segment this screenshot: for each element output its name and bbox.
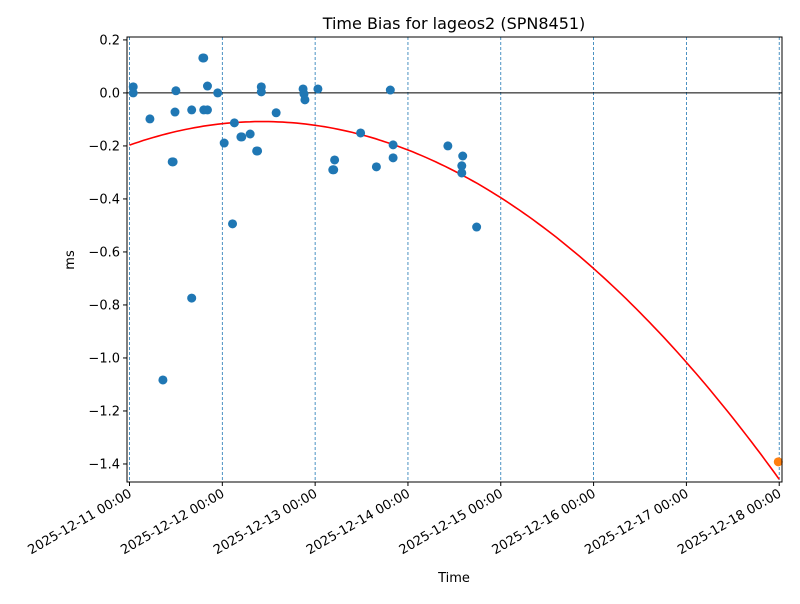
y-tick-label: 0.0 (99, 86, 120, 101)
data-point (199, 53, 209, 63)
data-point (170, 107, 180, 117)
y-tick-label: −1.0 (88, 351, 120, 366)
data-point (388, 153, 398, 163)
x-tick-label: 2025-12-17 00:00 (582, 486, 691, 558)
data-point (245, 129, 255, 139)
data-point (237, 132, 247, 142)
fit-curve (129, 120, 780, 480)
data-point (187, 105, 197, 115)
x-tick-label: 2025-12-11 00:00 (26, 486, 135, 558)
data-point (271, 108, 281, 118)
y-tick-label: −0.8 (88, 298, 120, 313)
x-axis-label: Time (437, 571, 470, 586)
data-point (458, 151, 468, 161)
data-point (187, 293, 197, 303)
data-point (253, 146, 263, 156)
x-tick-label: 2025-12-14 00:00 (304, 486, 413, 558)
data-point (202, 105, 212, 115)
y-axis-label: ms (63, 250, 78, 270)
x-tick-label: 2025-12-18 00:00 (675, 486, 784, 558)
x-tick-label: 2025-12-16 00:00 (490, 486, 599, 558)
data-point (329, 165, 339, 175)
data-point (330, 155, 340, 165)
data-point (168, 157, 178, 167)
chart-title: Time Bias for lageos2 (SPN8451) (322, 14, 586, 33)
axes-frame (126, 36, 783, 483)
data-point (356, 128, 366, 138)
data-point (300, 95, 310, 105)
data-point (457, 161, 467, 171)
y-tick-label: −0.4 (88, 192, 120, 207)
data-point (388, 140, 398, 150)
data-point (457, 168, 467, 178)
data-point (202, 81, 212, 91)
data-point (313, 84, 323, 94)
data-point (213, 88, 223, 98)
x-tick-label: 2025-12-12 00:00 (118, 486, 227, 558)
data-point (229, 118, 239, 128)
data-point (128, 88, 138, 98)
y-tick-label: 0.2 (99, 33, 120, 48)
prediction-point (773, 457, 783, 467)
y-tick-label: −1.2 (88, 404, 120, 419)
y-tick-label: −1.4 (88, 457, 120, 472)
x-tick-label: 2025-12-15 00:00 (397, 486, 506, 558)
data-point (145, 114, 155, 124)
data-point (472, 222, 482, 232)
data-point (171, 86, 181, 96)
data-point (371, 162, 381, 172)
x-tick-label: 2025-12-13 00:00 (211, 486, 320, 558)
y-tick-label: −0.2 (88, 139, 120, 154)
data-point (158, 375, 168, 385)
data-point (443, 141, 453, 151)
y-tick-label: −0.6 (88, 245, 120, 260)
data-point (385, 85, 395, 95)
data-point (228, 219, 238, 229)
data-point (219, 138, 229, 148)
data-point (256, 87, 266, 97)
